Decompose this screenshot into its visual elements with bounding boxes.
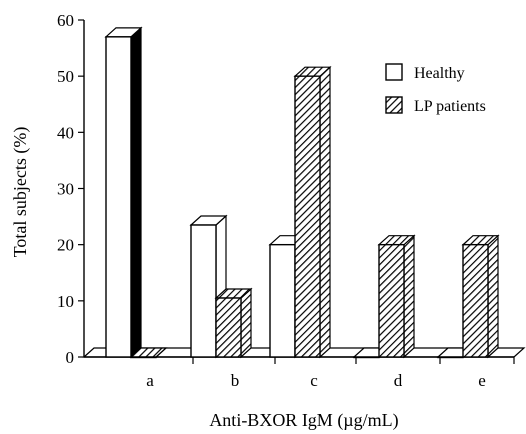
bar-healthy-d-front <box>353 356 380 359</box>
bar-lp-patients-c-side <box>319 65 331 359</box>
legend-swatch-lp-patients <box>385 96 403 114</box>
y-tick-label: 10 <box>57 292 74 311</box>
legend-swatch-healthy <box>385 63 403 81</box>
bar-lp-patients-d <box>377 234 416 359</box>
x-tick-label: a <box>146 371 154 390</box>
x-ticks: a b c d e <box>146 357 515 390</box>
x-tick-label: d <box>394 371 403 390</box>
bar-lp-patients-b-side <box>240 287 252 359</box>
bar-healthy-e-front <box>437 356 464 359</box>
y-ticks: 0 10 20 30 40 50 60 <box>57 11 84 367</box>
bar-healthy-a-side <box>130 26 142 359</box>
y-tick-label: 60 <box>57 11 74 30</box>
bars <box>104 26 500 359</box>
x-tick-label: c <box>310 371 318 390</box>
y-tick-label: 20 <box>57 236 74 255</box>
bar-healthy-a-front <box>105 36 132 358</box>
bar-healthy-c-front <box>269 243 296 358</box>
bar-lp-patients-d-side <box>403 234 415 359</box>
y-tick-label: 40 <box>57 123 74 142</box>
y-tick-label: 50 <box>57 67 74 86</box>
bar-lp-patients-d-front <box>378 243 405 358</box>
legend-label-lp-patients: LP patients <box>414 98 486 115</box>
bar-lp-patients-b-front <box>215 297 242 358</box>
bar-lp-patients-e <box>461 234 500 359</box>
y-tick-label: 30 <box>57 180 74 199</box>
bar-lp-patients-e-front <box>462 243 489 358</box>
bar-lp-patients-c <box>293 65 332 359</box>
bar-lp-patients-b <box>214 287 253 359</box>
bar-lp-patients-a <box>129 347 168 359</box>
bar-lp-patients-a-front <box>130 356 157 359</box>
x-axis-title: Anti-BXOR IgM (µg/mL) <box>209 410 398 431</box>
bar-lp-patients-e-side <box>487 234 499 359</box>
y-tick-label: 0 <box>66 348 75 367</box>
x-tick-label: e <box>478 371 486 390</box>
bar-healthy-b-front <box>190 224 217 358</box>
y-axis-title: Total subjects (%) <box>10 127 31 258</box>
bar-lp-patients-c-front <box>294 75 321 358</box>
legend-label-healthy: Healthy <box>414 65 465 82</box>
legend: Healthy LP patients <box>385 63 486 115</box>
x-tick-label: b <box>231 371 240 390</box>
bar-healthy-a <box>104 26 143 359</box>
